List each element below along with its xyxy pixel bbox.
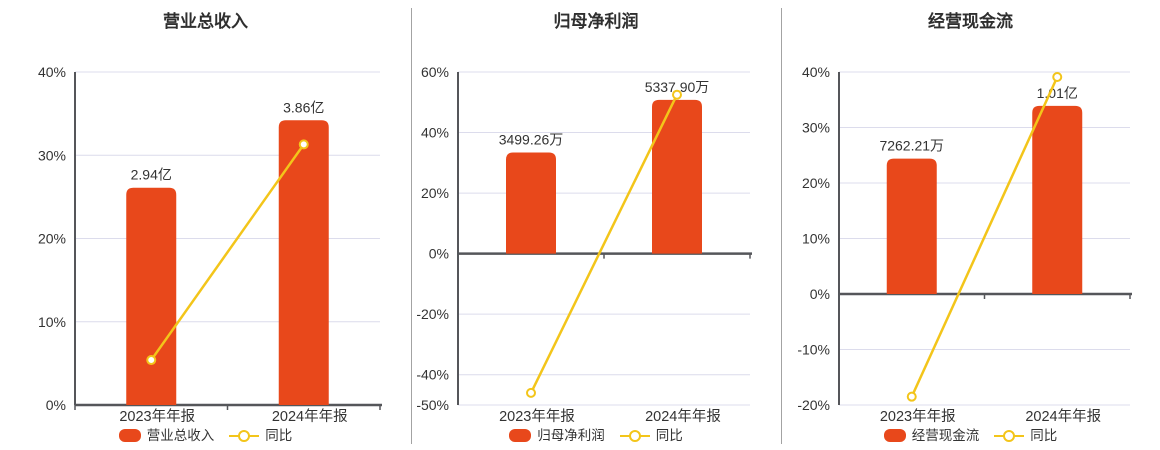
- y-tick-label: 20%: [802, 175, 830, 191]
- operating-cashflow-plot: 40% 30% 20% 10% 0% -10% -20% 7262.21万 2023年年报 1.0…: [797, 64, 1132, 425]
- y-tick-label: 10%: [38, 314, 66, 330]
- x-axis-label: 2024年年报: [1025, 408, 1101, 425]
- yoy-line: [150, 143, 305, 361]
- legend-label: 同比: [1030, 428, 1058, 443]
- x-axis-label: 2023年年报: [499, 408, 575, 425]
- chart-legend: 经营现金流 同比: [781, 427, 1160, 444]
- chart-legend: 营业总收入 同比: [0, 427, 411, 444]
- x-axis-label: 2023年年报: [880, 408, 956, 425]
- panel-divider: [411, 8, 412, 444]
- chart-legend: 归母净利润 同比: [411, 427, 781, 444]
- bar-2024年年报[interactable]: [652, 99, 702, 254]
- net-profit-plot: 60% 40% 20% 0% -20% -40% -50% 3499.26万 2023年年报 53…: [416, 64, 752, 425]
- legend-label: 同比: [655, 428, 683, 443]
- y-tick-label: 30%: [802, 120, 830, 136]
- legend-item-bar-series[interactable]: 归母净利润: [509, 427, 605, 444]
- chart-panel-operating-cashflow: 经营现金流 40% 30% 20% 10% 0% -10% -20% 7262.21万 2023…: [781, 0, 1160, 450]
- line-series-marker-icon: [619, 429, 650, 442]
- chart-panel-total-revenue: 营业总收入 40% 30% 20% 10% 0% 2.94亿 2023年年报 3.86亿 202…: [0, 0, 411, 450]
- legend-item-yoy-line[interactable]: 同比: [994, 427, 1057, 444]
- y-tick-label: 20%: [38, 231, 66, 247]
- x-axis-label: 2023年年报: [119, 408, 195, 425]
- legend-label: 归母净利润: [537, 428, 605, 443]
- bar-value-label: 1.01亿: [1037, 85, 1078, 101]
- yoy-line: [910, 76, 1059, 398]
- y-tick-label: 0%: [810, 286, 830, 302]
- chart-title: 经营现金流: [928, 12, 1013, 31]
- yoy-point-2023年年报[interactable]: [526, 387, 536, 398]
- bar-value-label: 2.94亿: [131, 167, 172, 183]
- line-series-marker-icon: [994, 429, 1025, 442]
- y-tick-label: -40%: [416, 367, 449, 383]
- y-tick-label: -20%: [416, 306, 449, 322]
- line-series-marker-icon: [229, 429, 260, 442]
- legend-item-yoy-line[interactable]: 同比: [619, 427, 683, 444]
- yoy-point-2023年年报[interactable]: [906, 391, 917, 402]
- legend-item-bar-series[interactable]: 营业总收入: [118, 427, 215, 444]
- y-tick-label: -10%: [797, 342, 830, 358]
- bar-series-swatch-icon: [883, 429, 906, 442]
- yoy-line: [529, 94, 679, 394]
- y-tick-label: 20%: [421, 185, 449, 201]
- chart-title: 归母净利润: [553, 12, 639, 31]
- y-tick-label: 40%: [802, 64, 830, 80]
- y-tick-label: 0%: [429, 246, 449, 262]
- y-tick-label: 30%: [38, 147, 66, 163]
- bar-2024年年报[interactable]: [278, 120, 329, 405]
- y-tick-label: -50%: [416, 397, 449, 413]
- chart-panel-net-profit: 归母净利润 60% 40% 20% 0% -20% -40% -50% 3499.26万 202…: [411, 0, 781, 450]
- bar-value-label: 3499.26万: [499, 132, 564, 148]
- bar-value-label: 5337.90万: [645, 79, 710, 95]
- legend-item-bar-series[interactable]: 经营现金流: [883, 427, 980, 444]
- total-revenue-plot: 40% 30% 20% 10% 0% 2.94亿 2023年年报 3.86亿 2024年年报: [38, 64, 382, 425]
- bar-2023年年报[interactable]: [506, 152, 556, 254]
- legend-label: 营业总收入: [146, 428, 215, 443]
- bar-2023年年报[interactable]: [886, 158, 937, 294]
- panel-divider: [781, 8, 782, 444]
- bar-value-label: 3.86亿: [283, 99, 324, 115]
- yoy-point-2024年年报[interactable]: [298, 139, 309, 150]
- y-tick-label: 40%: [421, 125, 449, 141]
- y-tick-label: -20%: [797, 397, 830, 413]
- bar-value-label: 7262.21万: [879, 138, 944, 154]
- legend-label: 同比: [265, 428, 293, 443]
- bar-2023年年报[interactable]: [126, 187, 177, 405]
- y-tick-label: 40%: [38, 64, 66, 80]
- legend-label: 经营现金流: [911, 428, 980, 443]
- yoy-point-2023年年报[interactable]: [146, 355, 157, 366]
- y-tick-label: 0%: [46, 397, 66, 413]
- bar-series-swatch-icon: [118, 429, 141, 442]
- bar-series-swatch-icon: [509, 429, 532, 442]
- y-tick-label: 60%: [421, 64, 449, 80]
- bar-2024年年报[interactable]: [1032, 105, 1083, 294]
- chart-title: 营业总收入: [163, 12, 248, 31]
- yoy-point-2024年年报[interactable]: [1052, 71, 1063, 82]
- x-axis-label: 2024年年报: [645, 408, 721, 425]
- y-tick-label: 10%: [802, 231, 830, 247]
- legend-item-yoy-line[interactable]: 同比: [229, 427, 292, 444]
- yoy-point-2024年年报[interactable]: [672, 89, 682, 100]
- x-axis-label: 2024年年报: [272, 408, 348, 425]
